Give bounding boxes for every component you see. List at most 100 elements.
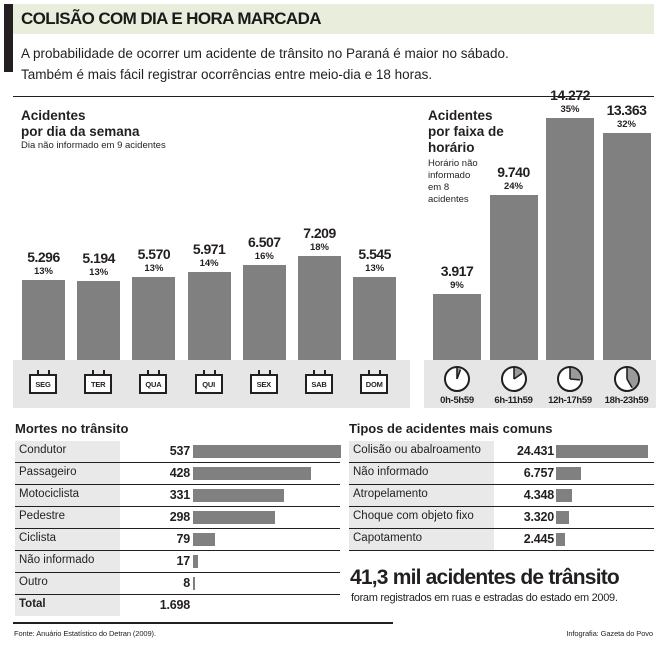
row-label: Colisão ou abalroamento	[353, 444, 481, 456]
calendar-icon: TER	[84, 370, 114, 396]
calendar-ring	[92, 370, 95, 376]
calendar-ring	[257, 370, 260, 376]
row-value: 4.348	[523, 487, 554, 502]
hour-bar	[546, 118, 594, 360]
deaths-table: Condutor 537 Passageiro 428 Motociclista 331 P…	[15, 441, 341, 616]
clock-icon	[556, 365, 584, 393]
hour-bar	[602, 133, 651, 360]
weekday-percent-label: 13%	[89, 267, 109, 279]
hour-note-line1: Horário não	[428, 158, 478, 169]
row-bar	[193, 533, 215, 546]
calendar-icon: SAB	[305, 370, 335, 396]
row-bar	[556, 533, 566, 546]
hour-chart-note: Horário não informado em 8 acidentes	[428, 158, 488, 206]
calendar-ring	[213, 370, 216, 376]
table-row: Atropelamento 4.348	[349, 485, 654, 507]
hour-percent-label: 32%	[616, 119, 636, 131]
calendar-ring	[313, 370, 315, 376]
title-band	[13, 4, 654, 34]
hour-title-line3: horário	[428, 139, 475, 155]
weekday-percent-label: 14%	[199, 257, 219, 269]
weekday-value-label: 5.971	[192, 240, 226, 257]
calendar-day-label: DOM	[365, 380, 383, 389]
row-label: Capotamento	[353, 532, 423, 544]
calendar-body	[29, 374, 57, 394]
calendar-ring	[379, 370, 382, 376]
calendar-body	[194, 374, 223, 394]
row-value: 3.320	[523, 509, 554, 524]
row-value: 24.431	[516, 443, 554, 458]
calendar-icon: SEX	[249, 370, 280, 396]
weekday-value-label: 5.545	[358, 246, 391, 263]
weekday-bar	[77, 281, 121, 360]
table-row: Capotamento 2.445	[349, 529, 654, 551]
row-bar	[193, 555, 198, 568]
weekday-value-label: 5.570	[137, 245, 171, 262]
calendar-ring	[158, 370, 161, 376]
table-row: Pedestre 298	[15, 507, 340, 529]
weekday-bar	[22, 280, 65, 360]
hour-value-label: 3.917	[440, 262, 474, 279]
deaths-table-title: Mortes no trânsito	[15, 421, 129, 436]
hour-chart-title: Acidentes por faixa de horário	[428, 108, 504, 156]
weekday-bar	[353, 277, 397, 360]
calendar-icon: QUA	[139, 370, 169, 396]
table-row: Não informado 17	[15, 551, 340, 573]
hour-title-line1: Acidentes	[428, 108, 493, 123]
row-value: 428	[169, 465, 190, 480]
row-bar	[556, 489, 573, 502]
weekday-bar	[298, 256, 341, 360]
row-label-bg	[15, 485, 120, 506]
table-row: Colisão ou abalroamento 24.431	[349, 441, 654, 463]
hour-value-label: 9.740	[497, 163, 530, 180]
deck-text: A probabilidade de ocorrer um acidente d…	[21, 44, 652, 86]
row-bar	[193, 467, 311, 480]
hour-title-line2: por faixa de	[428, 123, 504, 139]
row-value: 17	[176, 553, 190, 568]
total-label: Total	[19, 598, 46, 610]
table-row: Outro 8	[15, 573, 340, 595]
deck-line-1: A probabilidade de ocorrer um acidente d…	[21, 46, 509, 61]
weekday-chart-title: Acidentes por dia da semana	[21, 108, 140, 140]
weekday-bar	[187, 271, 231, 360]
row-value: 537	[169, 443, 190, 458]
weekday-bar	[132, 276, 176, 360]
row-bar	[193, 511, 276, 524]
calendar-ring	[48, 370, 50, 376]
calendar-day-label: QUA	[145, 380, 162, 389]
calendar-ring	[103, 370, 106, 376]
weekday-percent-label: 18%	[309, 242, 329, 254]
hour-bar	[433, 293, 481, 360]
calendar-icon: DOM	[360, 370, 390, 396]
hour-bar	[489, 194, 538, 360]
row-bar	[193, 445, 341, 458]
calendar-ring	[37, 370, 39, 376]
calendar-day-label: SEX	[256, 380, 272, 389]
footer-divider	[13, 622, 393, 624]
source-note: Fonte: Anuário Estatístico do Detran (20…	[14, 629, 156, 638]
calendar-body	[360, 374, 389, 394]
weekday-title-line2: por dia da semana	[21, 123, 140, 139]
row-value: 8	[183, 575, 190, 590]
row-value: 298	[169, 509, 190, 524]
row-label-bg	[15, 595, 120, 616]
row-label: Condutor	[19, 444, 67, 456]
types-table: Colisão ou abalroamento 24.431 Não informa…	[349, 441, 654, 551]
table-row: Não informado 6.757	[349, 463, 654, 485]
row-label: Pedestre	[19, 510, 66, 522]
calendar-day-label: TER	[90, 380, 106, 389]
row-label: Passageiro	[19, 466, 77, 478]
table-row: Passageiro 428	[15, 463, 340, 485]
row-label-bg	[349, 485, 494, 506]
row-label-bg	[15, 507, 120, 528]
table-row: Motociclista 331	[15, 485, 340, 507]
row-label: Não informado	[353, 466, 429, 478]
calendar-ring	[368, 370, 371, 376]
table-row-total: Total 1.698	[15, 595, 340, 616]
row-value: 331	[169, 487, 190, 502]
calendar-icon: SEG	[29, 370, 59, 396]
hour-note-line3: em 8	[428, 181, 450, 193]
row-label-bg	[15, 573, 120, 594]
highlight-subtext: foram registrados em ruas e estradas do …	[351, 592, 618, 604]
